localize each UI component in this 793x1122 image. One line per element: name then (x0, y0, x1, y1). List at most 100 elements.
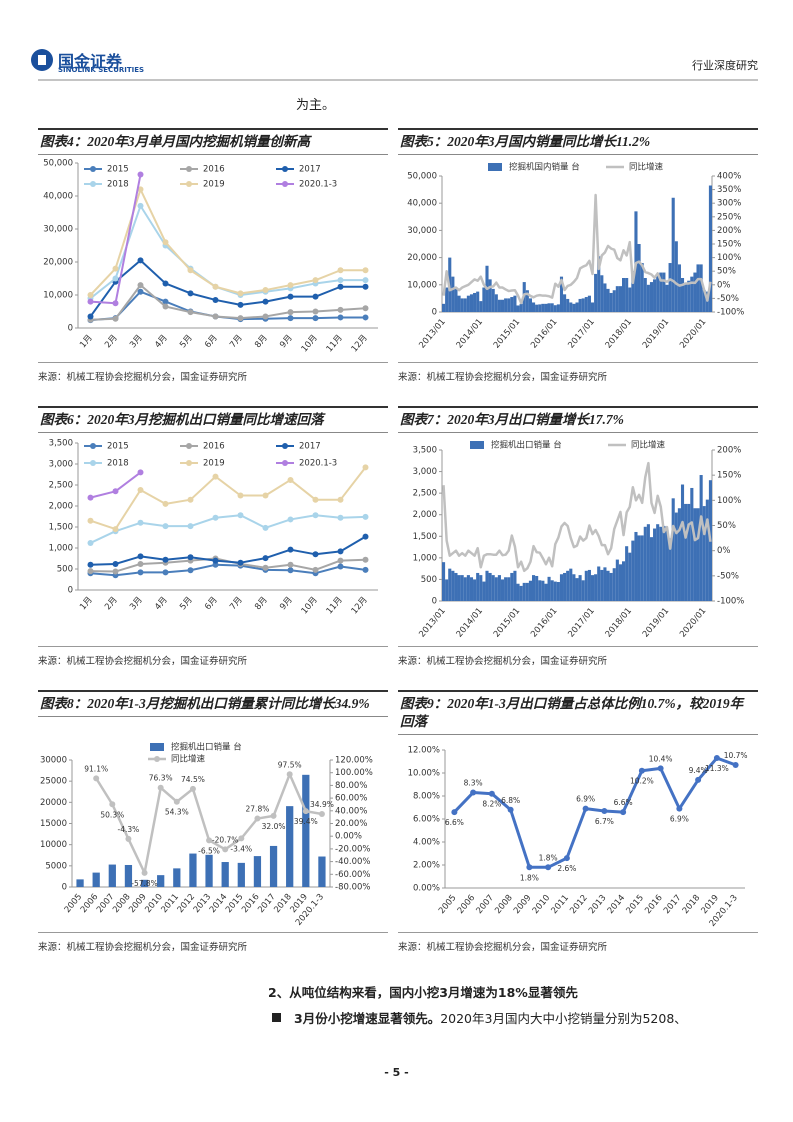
bullet-text: 2020年3月国内大中小挖销量分别为5208、 (440, 1011, 687, 1026)
point-marker (676, 805, 683, 812)
bar (659, 272, 663, 312)
y2-tick-label: 200% (717, 226, 741, 236)
bar (556, 304, 560, 312)
point-marker (187, 567, 194, 574)
bar (525, 582, 529, 601)
x-tick-label: 2005 (437, 893, 459, 916)
bar (696, 508, 700, 601)
point-marker (337, 314, 344, 321)
chart-source: 来源：机械工程协会挖掘机分会，国金证券研究所 (38, 646, 388, 667)
bar (494, 294, 498, 312)
point-marker (262, 298, 269, 305)
x-tick-label: 2019/01 (641, 606, 671, 639)
bar (699, 475, 703, 601)
point-marker (312, 315, 319, 322)
point-marker (137, 288, 144, 295)
bar (519, 303, 523, 312)
point-marker (286, 771, 293, 778)
x-tick-label: 2012 (568, 893, 590, 916)
bar (668, 263, 672, 312)
y-tick-label: 40,000 (407, 199, 437, 209)
bullet-lead: 3月份小挖增速显著领先。 (294, 1011, 441, 1026)
bar (454, 572, 458, 601)
point-marker (187, 496, 194, 503)
bar (649, 282, 654, 312)
bar (578, 298, 582, 312)
x-tick-label: 1月 (78, 595, 95, 612)
bar (504, 577, 508, 601)
point-marker (638, 767, 645, 774)
bar (705, 499, 709, 601)
bar (677, 508, 681, 601)
bar (572, 303, 576, 312)
bar (476, 291, 480, 312)
bar (628, 552, 632, 601)
x-tick-label: 9月 (278, 595, 295, 612)
point-marker (237, 559, 244, 566)
point-marker (312, 293, 319, 300)
y-tick-label: 20000 (40, 798, 67, 808)
data-label: 8.2% (482, 800, 501, 809)
x-tick-label: 10月 (300, 595, 320, 616)
y2-tick-label: -80.00% (335, 883, 370, 893)
y2-tick-label: -40.00% (335, 857, 370, 867)
y-tick-label: 2,000 (413, 510, 437, 520)
bar (491, 288, 495, 312)
point-marker (93, 775, 100, 782)
x-tick-label: 2015/01 (492, 606, 522, 639)
point-marker (337, 277, 344, 284)
bar (497, 575, 501, 601)
legend-swatch (186, 181, 192, 187)
bar (606, 570, 610, 601)
bar (594, 574, 598, 601)
bar (500, 579, 505, 601)
point-marker (212, 561, 219, 568)
x-tick-label: 2013/01 (417, 317, 447, 350)
bar (451, 276, 455, 312)
x-tick-label: 4月 (153, 595, 170, 612)
point-marker (270, 812, 277, 819)
y-tick-label: 500 (421, 575, 437, 585)
chart-title: 图表5：2020年3月国内销量同比增长11.2% (398, 128, 758, 155)
y2-tick-label: 250% (717, 212, 741, 222)
point-marker (507, 806, 514, 813)
y2-tick-label: 0% (717, 280, 731, 290)
bar (140, 879, 149, 887)
bar (699, 264, 703, 312)
point-marker (112, 265, 119, 272)
page-number: - 5 - (384, 1066, 409, 1079)
point-marker (137, 202, 144, 209)
legend-label: 2015 (107, 442, 129, 452)
bar (500, 299, 505, 312)
point-marker (337, 563, 344, 570)
chart-source: 来源：机械工程协会挖掘机分会，国金证券研究所 (398, 362, 758, 383)
report-category: 行业深度研究 (692, 59, 758, 72)
y-tick-label: 3,500 (413, 446, 437, 456)
bar (606, 288, 610, 312)
y-tick-label: 1,500 (49, 523, 73, 533)
x-tick-label: 2017/01 (566, 317, 596, 350)
point-marker (287, 516, 294, 523)
bar (92, 872, 100, 887)
point-marker (87, 313, 94, 320)
y-tick-label: 5000 (45, 861, 67, 871)
bar (600, 569, 604, 601)
x-tick-label: 4月 (153, 333, 170, 350)
bar (541, 303, 545, 312)
point-marker (362, 464, 369, 471)
bar (559, 276, 564, 312)
bar (618, 564, 622, 601)
x-tick-label: 11月 (325, 333, 345, 354)
data-label: 76.3% (149, 774, 173, 783)
y2-tick-label: 0% (717, 546, 731, 556)
bar (572, 574, 576, 601)
legend-label: 同比增速 (629, 162, 664, 173)
bar (584, 570, 588, 601)
x-tick-label: 2013/01 (417, 606, 447, 639)
legend-swatch (282, 166, 288, 172)
bar (507, 577, 511, 601)
bar (253, 856, 262, 887)
x-tick-label: 2013 (587, 893, 609, 916)
data-label: 10.2% (630, 777, 654, 786)
